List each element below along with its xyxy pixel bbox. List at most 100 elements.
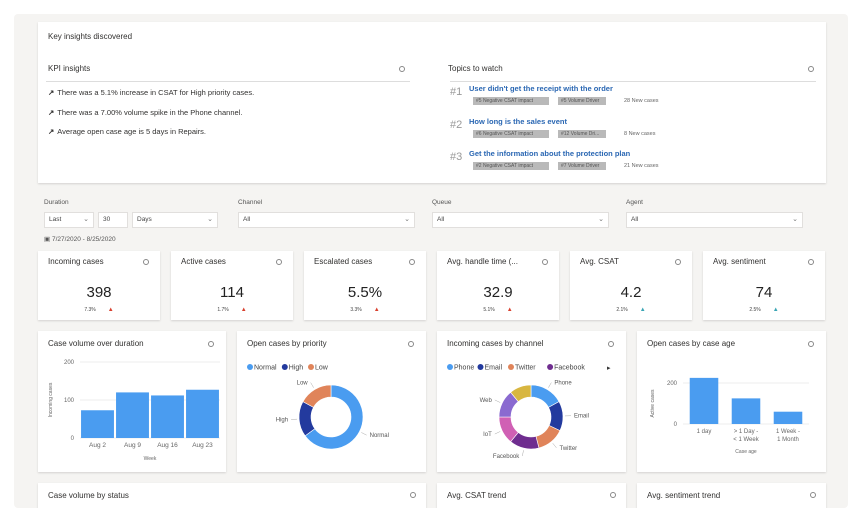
kpi-change: 2.5% ▲ bbox=[703, 307, 825, 313]
slice-label: Web bbox=[480, 398, 493, 404]
topic-rank: #1 bbox=[450, 86, 463, 98]
donut-slice bbox=[304, 384, 364, 450]
topic-tag: #5 Negative CSAT impact bbox=[473, 97, 549, 105]
chart-svg: 0 200 1 day > 1 Day -< 1 Week 1 Week -1 Mont… bbox=[650, 377, 809, 455]
trend-up-icon: ▲ bbox=[639, 307, 646, 313]
channel-value: All bbox=[243, 216, 251, 223]
info-icon[interactable] bbox=[276, 259, 282, 265]
kpi-change-text: 3.3% bbox=[350, 307, 362, 313]
bar bbox=[116, 392, 149, 438]
slice-label: Facebook bbox=[493, 454, 520, 460]
info-icon[interactable] bbox=[610, 492, 616, 498]
key-insights-card: Key insights discovered KPI insights ↗ Th… bbox=[38, 22, 826, 183]
duration-count-value: 30 bbox=[103, 216, 111, 223]
topic-new-cases: 28 New cases bbox=[624, 98, 659, 104]
kpi-card[interactable]: Incoming cases 398 7.3% ▲ bbox=[38, 251, 160, 320]
legend-label: High bbox=[289, 365, 304, 372]
card-title: Case volume by status bbox=[48, 491, 129, 500]
trend-up-icon: ▲ bbox=[107, 307, 114, 313]
info-icon[interactable] bbox=[608, 341, 614, 347]
info-icon[interactable] bbox=[408, 341, 414, 347]
kpi-change-text: 2.1% bbox=[616, 307, 628, 313]
topics-info-icon[interactable] bbox=[808, 66, 814, 72]
queue-select[interactable]: All ⌄ bbox=[432, 212, 609, 228]
info-icon[interactable] bbox=[208, 341, 214, 347]
kpi-card[interactable]: Active cases 114 1.7% ▲ bbox=[171, 251, 293, 320]
x-axis-label: Case age bbox=[735, 449, 757, 455]
slice-label: Email bbox=[574, 414, 589, 420]
bar bbox=[151, 395, 184, 438]
topic-tag: #6 Negative CSAT impact bbox=[473, 130, 549, 138]
bar bbox=[731, 398, 761, 424]
legend-marker bbox=[547, 364, 554, 370]
trend-up-icon: ▲ bbox=[772, 307, 779, 313]
topic-new-cases: 8 New cases bbox=[624, 131, 656, 137]
info-icon[interactable] bbox=[808, 341, 814, 347]
channel-select[interactable]: All ⌄ bbox=[238, 212, 415, 228]
topic-new-cases: 21 New cases bbox=[624, 163, 659, 169]
duration-label: Duration bbox=[44, 199, 69, 206]
topic-link[interactable]: Get the information about the protection… bbox=[469, 149, 631, 158]
trend-arrow-icon: ↗ bbox=[48, 127, 55, 136]
card-title: Avg. sentiment trend bbox=[647, 491, 721, 500]
slice-label: Twitter bbox=[559, 446, 577, 452]
bar bbox=[773, 411, 803, 424]
kpi-card[interactable]: Avg. CSAT 4.2 2.1% ▲ bbox=[570, 251, 692, 320]
y-axis-label: Active cases bbox=[650, 389, 656, 418]
info-icon[interactable] bbox=[542, 259, 548, 265]
info-icon[interactable] bbox=[409, 259, 415, 265]
leader-line bbox=[522, 450, 524, 457]
legend-marker bbox=[281, 364, 288, 370]
info-icon[interactable] bbox=[675, 259, 681, 265]
kpi-card[interactable]: Avg. sentiment 74 2.5% ▲ bbox=[703, 251, 825, 320]
chevron-down-icon: ⌄ bbox=[83, 216, 89, 223]
legend-label: Twitter bbox=[515, 365, 536, 372]
topic-tag: #7 Volume Driver bbox=[558, 162, 606, 170]
info-icon[interactable] bbox=[808, 259, 814, 265]
donut-slice bbox=[510, 384, 532, 403]
kpi-value: 398 bbox=[86, 284, 112, 301]
slice-label: Low bbox=[297, 381, 309, 387]
topic-tag: #2 Negative CSAT impact bbox=[473, 162, 549, 170]
info-icon[interactable] bbox=[143, 259, 149, 265]
leader-line bbox=[361, 432, 367, 436]
kpi-card[interactable]: Escalated cases 5.5% 3.3% ▲ bbox=[304, 251, 426, 320]
kpi-card[interactable]: Avg. handle time (... 32.9 5.1% ▲ bbox=[437, 251, 559, 320]
duration-mode-select[interactable]: Last ⌄ bbox=[44, 212, 94, 228]
agent-select[interactable]: All ⌄ bbox=[626, 212, 803, 228]
insight-text: There was a 5.1% increase in CSAT for Hi… bbox=[57, 88, 255, 97]
kpi-change: 3.3% ▲ bbox=[304, 307, 426, 313]
legend-label: Low bbox=[315, 365, 329, 372]
agent-value: All bbox=[631, 216, 639, 223]
x-tick-label: Aug 2 bbox=[89, 442, 106, 449]
donut-slice bbox=[302, 384, 332, 408]
x-tick-label: Aug 16 bbox=[157, 442, 178, 449]
chart-card: Open cases by priority Normal High Low Norma… bbox=[237, 331, 426, 472]
insight-item: ↗ There was a 7.00% volume spike in the P… bbox=[48, 108, 242, 117]
legend-marker bbox=[447, 364, 453, 370]
chart-card: Case volume over duration 0 100 200 Aug 2 Aug… bbox=[38, 331, 226, 472]
topic-link[interactable]: How long is the sales event bbox=[469, 117, 567, 126]
kpi-change-text: 7.3% bbox=[84, 307, 96, 313]
topic-rank: #3 bbox=[450, 151, 463, 163]
topic-tag: #5 Volume Driver bbox=[558, 97, 606, 105]
divider bbox=[46, 81, 410, 82]
bottom-white-band bbox=[0, 508, 863, 528]
kpi-title: Escalated cases bbox=[314, 257, 373, 266]
topic-link[interactable]: User didn't get the receipt with the ord… bbox=[469, 84, 613, 93]
leader-line bbox=[552, 443, 557, 448]
duration-count-input[interactable]: 30 bbox=[98, 212, 128, 228]
kpi-value: 114 bbox=[220, 284, 244, 301]
bar bbox=[81, 410, 114, 438]
kpi-change-text: 5.1% bbox=[483, 307, 495, 313]
leader-line bbox=[548, 382, 552, 388]
info-icon[interactable] bbox=[410, 492, 416, 498]
bar bbox=[186, 389, 219, 438]
kpi-change: 2.1% ▲ bbox=[570, 307, 692, 313]
key-insights-title: Key insights discovered bbox=[48, 32, 133, 41]
duration-unit-select[interactable]: Days ⌄ bbox=[132, 212, 218, 228]
legend-marker bbox=[308, 364, 314, 370]
queue-label: Queue bbox=[432, 199, 452, 206]
kpi-insights-info-icon[interactable] bbox=[399, 66, 405, 72]
info-icon[interactable] bbox=[810, 492, 816, 498]
